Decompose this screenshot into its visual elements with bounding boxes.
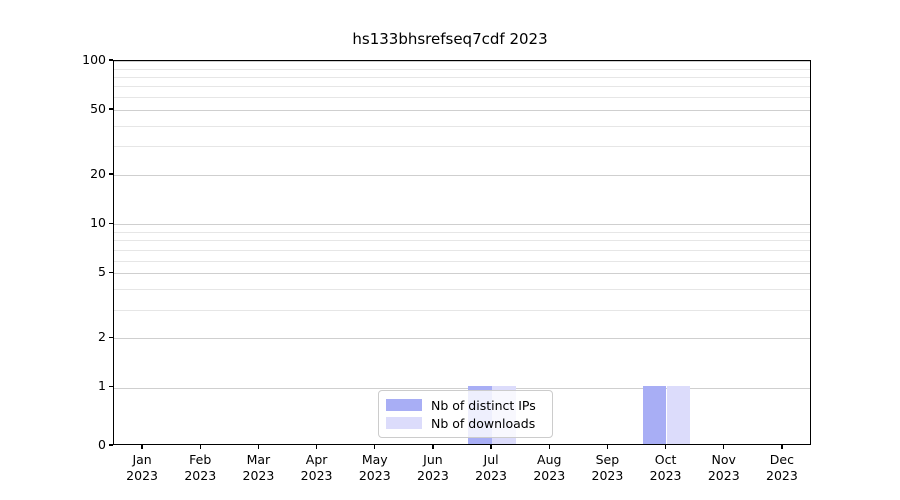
x-tick-mark <box>141 445 143 449</box>
y-tick-label: 5 <box>98 264 106 280</box>
x-tick-label: Apr 2023 <box>277 452 357 484</box>
bar-distinct-ips-oct-2023 <box>642 385 667 444</box>
y-tick-label: 100 <box>82 52 106 67</box>
x-tick-label: Feb 2023 <box>160 452 240 484</box>
gridline <box>114 249 810 251</box>
x-tick-label-line: 2023 <box>591 468 624 483</box>
x-tick-label-line: Oct <box>654 452 677 467</box>
x-tick-mark <box>664 445 667 449</box>
plot-area <box>113 60 811 445</box>
legend-label: Nb of distinct IPs <box>431 397 536 413</box>
x-tick-mark <box>315 445 318 449</box>
x-tick-label: Oct 2023 <box>626 452 706 484</box>
x-tick-label-line: 2023 <box>358 468 391 483</box>
gridline <box>114 273 810 275</box>
y-tick-label: 1 <box>98 378 106 394</box>
x-tick-label: May 2023 <box>335 452 415 484</box>
x-tick-label-line: Sep <box>595 452 620 467</box>
y-tick-mark <box>109 222 113 224</box>
x-tick-label: Nov 2023 <box>684 452 764 484</box>
chart-legend: Nb of distinct IPs Nb of downloads <box>378 390 553 438</box>
y-tick-mark <box>109 59 113 61</box>
gridline <box>114 97 810 99</box>
gridline <box>114 175 810 177</box>
y-tick-label: 20 <box>90 166 106 182</box>
x-tick-label-line: Feb <box>189 452 212 467</box>
y-tick-mark <box>109 108 113 110</box>
x-tick-label-line: 2023 <box>766 468 798 483</box>
x-tick-mark <box>432 445 434 449</box>
y-tick-mark <box>109 271 113 274</box>
legend-item: Nb of distinct IPs <box>386 396 545 414</box>
gridline <box>114 68 810 70</box>
x-tick-label-line: 2023 <box>707 468 740 483</box>
legend-label: Nb of downloads <box>431 415 536 431</box>
gridline <box>114 240 810 242</box>
x-tick-label: Dec 2023 <box>742 452 822 484</box>
x-tick-label-line: 2023 <box>184 468 217 483</box>
x-tick-mark <box>548 445 550 449</box>
gridline <box>114 309 810 311</box>
legend-swatch-dls <box>386 417 422 429</box>
y-tick-label: 10 <box>90 215 106 231</box>
x-tick-mark <box>723 445 725 449</box>
x-tick-label-line: Nov <box>711 452 736 467</box>
y-tick-label: 50 <box>90 101 106 117</box>
chart-title: hs133bhsrefseq7cdf 2023 <box>352 30 548 48</box>
x-tick-label-line: 2023 <box>417 468 449 483</box>
bar-downloads-oct-2023 <box>666 385 691 444</box>
x-tick-label-line: Jan <box>132 452 152 467</box>
x-tick-label: Jul 2023 <box>451 452 531 484</box>
y-tick-mark <box>109 385 113 388</box>
gridline <box>114 146 810 148</box>
x-tick-label-line: Apr <box>305 452 328 467</box>
x-tick-mark <box>374 445 376 449</box>
x-tick-label-line: 2023 <box>475 468 507 483</box>
y-tick-mark <box>109 336 113 338</box>
x-tick-label-line: Dec <box>769 452 794 467</box>
x-tick-mark <box>199 445 201 449</box>
gridline <box>114 289 810 291</box>
gridline <box>114 338 810 340</box>
x-tick-label: Sep 2023 <box>567 452 647 484</box>
x-tick-mark <box>781 445 783 449</box>
x-tick-label-line: 2023 <box>300 468 333 483</box>
y-tick-label: 0 <box>98 437 106 452</box>
x-tick-mark <box>257 445 260 449</box>
gridline <box>114 61 810 62</box>
y-tick-label: 2 <box>98 329 106 345</box>
x-tick-label-line: Mar <box>246 452 271 467</box>
x-tick-label-line: 2023 <box>649 468 682 483</box>
legend-swatch-ips <box>386 399 422 411</box>
x-tick-label-line: 2023 <box>126 468 158 483</box>
x-tick-label-line: 2023 <box>533 468 566 483</box>
y-tick-mark <box>109 444 113 446</box>
x-tick-label: Aug 2023 <box>509 452 589 484</box>
x-tick-label-line: Jun <box>423 452 443 467</box>
gridline <box>114 126 810 127</box>
x-tick-mark <box>606 445 609 449</box>
x-tick-mark <box>490 445 492 449</box>
x-tick-label: Jan 2023 <box>102 452 182 484</box>
y-tick-mark <box>109 173 113 175</box>
gridline <box>114 224 810 226</box>
legend-item: Nb of downloads <box>386 414 545 432</box>
x-tick-label-line: Aug <box>537 452 562 467</box>
gridline <box>114 76 810 78</box>
x-tick-label-line: Jul <box>483 452 499 467</box>
x-tick-label: Jun 2023 <box>393 452 473 484</box>
gridline <box>114 260 810 262</box>
x-tick-label-line: 2023 <box>242 468 275 483</box>
x-tick-label-line: May <box>361 452 388 467</box>
x-tick-label: Mar 2023 <box>218 452 298 484</box>
gridline <box>114 86 810 88</box>
gridline <box>114 387 810 389</box>
gridline <box>114 231 810 233</box>
gridline <box>114 110 810 112</box>
